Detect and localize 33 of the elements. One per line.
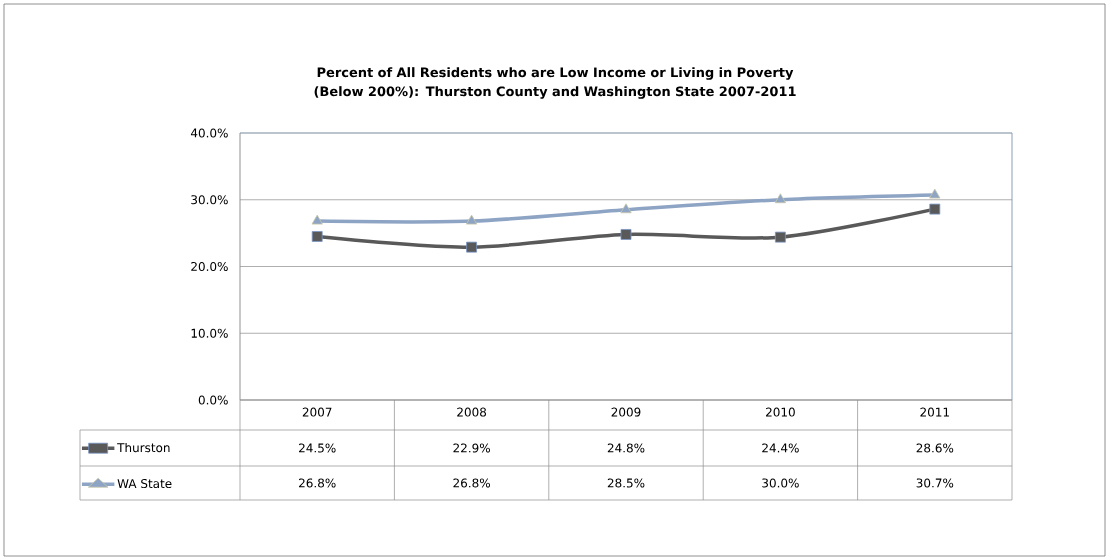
data-label: 24.5% xyxy=(299,443,336,453)
point xyxy=(311,214,323,225)
point xyxy=(774,193,786,204)
data-label: 26.8% xyxy=(453,478,490,488)
legend-label: WA State xyxy=(117,479,172,489)
data-label: 24.8% xyxy=(607,443,645,453)
data-label: 28.5% xyxy=(607,478,645,488)
y-tick-label: 40.0% xyxy=(190,128,228,138)
point xyxy=(620,203,632,214)
point xyxy=(775,231,786,243)
data-label: 30.0% xyxy=(762,478,799,488)
x-tick-label: 2007 xyxy=(302,407,332,417)
x-tick-label: 2008 xyxy=(457,407,487,417)
y-tick-label: 0.0% xyxy=(198,395,228,405)
y-tick-label: 30.0% xyxy=(191,195,228,205)
point xyxy=(929,188,941,199)
legend-label: Thurston xyxy=(117,442,170,453)
chart-title: Percent of All Residents who are Low Income or Living in Poverty (Below 200%): Thurston County and Washington State 2007-2011 xyxy=(314,67,796,99)
x-tick-label: 2009 xyxy=(611,407,641,417)
point xyxy=(466,241,477,253)
point xyxy=(929,203,941,215)
data-label: 28.6% xyxy=(916,443,954,453)
y-tick-label: 20.0% xyxy=(191,261,228,272)
x-tick-label: 2010 xyxy=(766,407,795,417)
y-tick-label: 10.0% xyxy=(191,328,228,338)
data-label: 22.9% xyxy=(453,443,490,453)
point xyxy=(466,214,478,225)
point xyxy=(311,231,323,242)
x-tick-label: 2011 xyxy=(920,407,949,417)
data-label: 30.7% xyxy=(916,478,954,488)
data-label: 26.8% xyxy=(299,478,336,488)
point xyxy=(620,229,632,240)
data-label: 24.4% xyxy=(762,443,799,453)
